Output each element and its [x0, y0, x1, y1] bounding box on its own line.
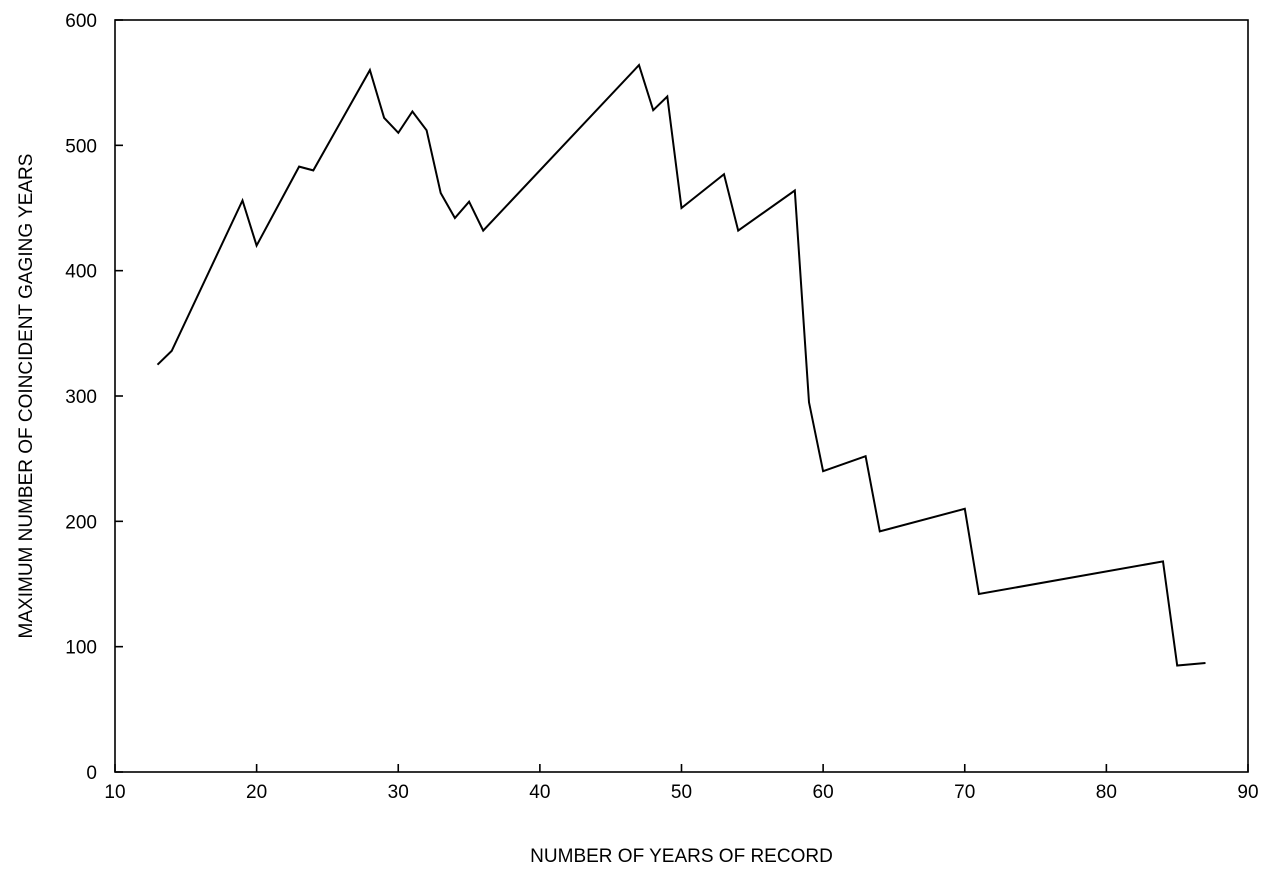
x-axis-tick-labels: 10 20 30 40 50 60 70 80 90 — [104, 782, 1258, 803]
x-tick-label: 80 — [1096, 782, 1117, 803]
x-tick-label: 30 — [388, 782, 409, 803]
x-tick-label: 70 — [954, 782, 975, 803]
y-tick-label: 100 — [65, 638, 97, 659]
y-tick-label: 500 — [65, 136, 97, 157]
x-tick-label: 20 — [246, 782, 267, 803]
x-tick-label: 60 — [813, 782, 834, 803]
y-tick-label: 0 — [86, 763, 97, 784]
x-tick-label: 90 — [1237, 782, 1258, 803]
y-tick-label: 200 — [65, 512, 97, 533]
plot-area-frame — [114, 19, 1249, 773]
x-axis-title: NUMBER OF YEARS OF RECORD — [530, 846, 833, 867]
x-axis-ticks — [114, 764, 1249, 772]
series-line — [156, 63, 1206, 667]
y-tick-label: 600 — [65, 11, 97, 32]
y-axis-tick-labels: 0 100 200 300 400 500 600 — [65, 11, 97, 784]
y-axis-ticks — [115, 19, 123, 773]
y-axis-title: MAXIMUM NUMBER OF COINCIDENT GAGING YEAR… — [16, 154, 37, 639]
x-tick-label: 10 — [104, 782, 125, 803]
y-tick-label: 400 — [65, 262, 97, 283]
x-tick-label: 50 — [671, 782, 692, 803]
x-tick-label: 40 — [529, 782, 550, 803]
y-tick-label: 300 — [65, 387, 97, 408]
